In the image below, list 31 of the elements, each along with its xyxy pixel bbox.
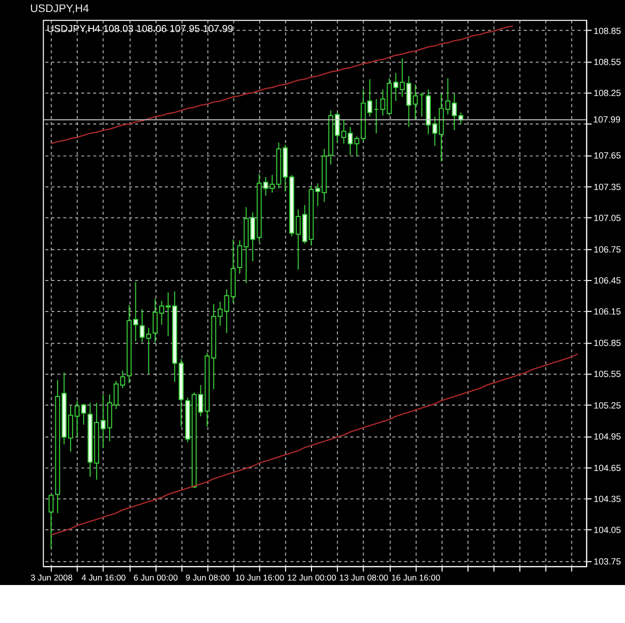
y-tick-label: 108.25	[594, 88, 622, 98]
ref-line-label: 107.99	[593, 114, 621, 125]
y-tick-label: 107.65	[594, 150, 622, 161]
annotation: USDJPY,H4 108.03 108.06 107.95 107.99	[46, 24, 234, 35]
candlestick	[48, 494, 54, 549]
y-tick-label: 108.85	[594, 26, 622, 36]
x-tick-label: 10 Jun 16:00	[235, 572, 284, 583]
x-tick-label: 6 Jun 00:00	[134, 572, 178, 583]
y-tick-label: 107.35	[594, 182, 622, 192]
y-tick-label: 104.65	[594, 462, 622, 473]
y-tick-label: 105.85	[594, 338, 622, 348]
y-tick-label: 106.45	[594, 275, 622, 286]
x-tick-label: 12 Jun 00:00	[287, 572, 337, 583]
y-tick-label: 106.15	[594, 306, 622, 317]
y-tick-label: 105.55	[594, 369, 622, 380]
line-series	[50, 353, 578, 536]
x-tick-label: 13 Jun 08:00	[339, 572, 389, 583]
y-tick-label: 106.75	[594, 244, 622, 254]
x-tick-label: 16 Jun 16:00	[391, 572, 441, 583]
candlestick	[315, 182, 320, 207]
x-tick-label: 3 Jun 2008	[30, 572, 73, 583]
y-tick-label: 108.55	[594, 56, 622, 67]
y-tick-label: 107.05	[594, 213, 622, 224]
y-tick-label: 103.75	[594, 556, 622, 566]
y-tick-label: 104.05	[594, 525, 622, 536]
y-tick-label: 104.95	[594, 432, 622, 442]
y-tick-label: 104.35	[594, 494, 622, 504]
y-tick-label: 105.25	[594, 400, 622, 410]
x-tick-label: 4 Jun 16:00	[81, 572, 126, 583]
x-tick-label: 9 Jun 08:00	[186, 572, 230, 583]
chart-title: USDJPY,H4	[30, 2, 89, 15]
